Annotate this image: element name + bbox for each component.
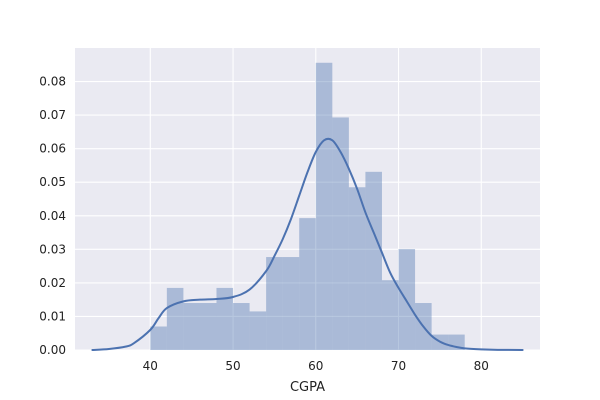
y-tick-label: 0.05 <box>39 175 66 189</box>
histogram-bars <box>150 62 465 351</box>
histogram-bar <box>183 303 200 350</box>
histogram-bar <box>233 303 250 350</box>
x-tick-label: 60 <box>308 359 323 373</box>
y-tick-label: 0.07 <box>39 108 66 122</box>
x-tick-labels: 40 50 60 70 80 <box>143 359 489 373</box>
x-tick-label: 70 <box>391 359 406 373</box>
histogram-bar <box>266 257 283 350</box>
histogram-bar <box>365 171 382 350</box>
histogram-bar <box>315 62 333 351</box>
y-tick-label: 0.06 <box>39 142 66 156</box>
x-axis-label: CGPA <box>290 380 325 395</box>
y-tick-label: 0.00 <box>39 343 66 357</box>
y-tick-label: 0.03 <box>39 242 66 256</box>
histogram-bar <box>249 311 267 350</box>
kde-curve <box>91 137 524 351</box>
histogram-bar <box>150 326 167 350</box>
y-tick-label: 0.08 <box>39 75 66 89</box>
kde-line <box>91 137 524 351</box>
histogram-bar <box>216 287 234 350</box>
x-tick-label: 40 <box>143 359 158 373</box>
grid-lines <box>75 48 540 351</box>
histogram-bar <box>166 287 184 350</box>
histogram-bar <box>199 303 217 350</box>
y-tick-label: 0.01 <box>39 309 66 323</box>
y-tick-labels: 0.00 0.01 0.02 0.03 0.04 0.05 0.06 0.07 0.08 <box>39 75 66 357</box>
plot-area <box>75 48 540 350</box>
histogram-bar <box>299 218 316 350</box>
histogram-bar <box>282 257 300 350</box>
x-tick-label: 80 <box>474 359 489 373</box>
y-tick-label: 0.04 <box>39 209 66 223</box>
histogram-bar <box>332 117 349 351</box>
histogram-bar <box>348 187 366 350</box>
x-tick-label: 50 <box>225 359 240 373</box>
y-tick-label: 0.02 <box>39 276 66 290</box>
histogram-bar <box>381 280 399 350</box>
